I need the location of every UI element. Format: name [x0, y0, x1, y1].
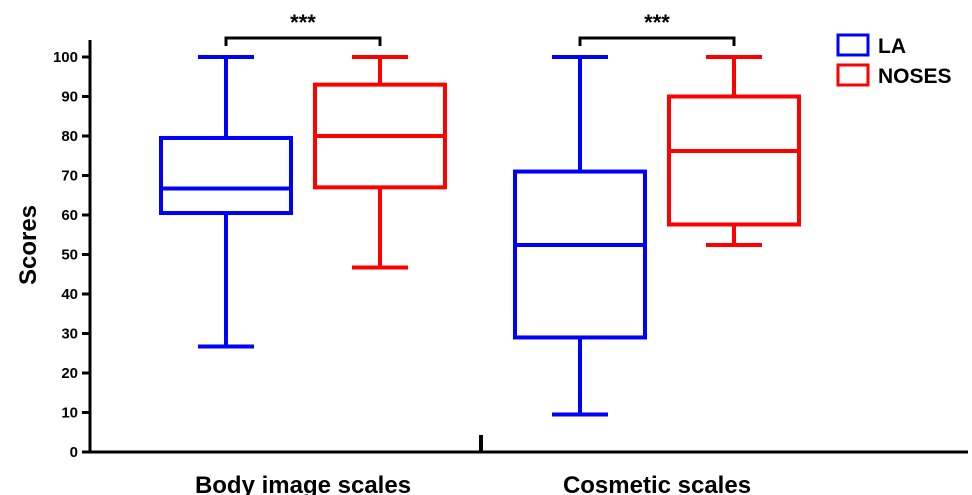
significance-brackets: *** *** — [224, 10, 736, 46]
legend-swatch-noses — [836, 63, 870, 87]
box-iqr — [159, 135, 293, 216]
y-tick-label: 50 — [61, 247, 78, 264]
box-la-cosmetic — [513, 55, 647, 417]
significance-bracket — [578, 36, 736, 46]
y-tick-label: 100 — [53, 49, 78, 66]
y-axis-title: Scores — [15, 205, 42, 285]
box-plots — [159, 55, 801, 417]
y-tick-label: 70 — [61, 168, 78, 185]
y-tick-label: 60 — [61, 207, 78, 224]
legend: LA NOSES — [836, 33, 952, 88]
legend-swatch-la — [836, 33, 870, 57]
category-label-body-image: Body image scales — [195, 472, 411, 495]
y-tick-label: 80 — [61, 128, 78, 145]
box-la-body-image — [159, 55, 293, 349]
significance-marker-body-image: *** — [290, 10, 316, 35]
legend-label-noses: NOSES — [878, 65, 952, 88]
category-label-cosmetic: Cosmetic scales — [563, 472, 751, 495]
box-iqr — [513, 169, 647, 340]
box-noses-cosmetic — [667, 55, 801, 248]
legend-label-la: LA — [878, 35, 906, 58]
significance-bracket — [224, 36, 382, 46]
y-tick-label: 90 — [61, 89, 78, 106]
box-iqr — [667, 94, 801, 227]
significance-marker-cosmetic: *** — [644, 10, 670, 35]
y-tick-label: 30 — [61, 326, 78, 343]
y-tick-label: 0 — [70, 444, 78, 461]
y-axis-ticks: 0 10 20 30 40 50 60 70 80 90 100 — [53, 49, 90, 461]
x-axis-category-labels: Body image scales Cosmetic scales — [195, 472, 751, 495]
box-noses-body-image — [313, 55, 447, 270]
axes — [88, 40, 968, 454]
y-tick-label: 20 — [61, 365, 78, 382]
y-tick-label: 10 — [61, 405, 78, 422]
y-tick-label: 40 — [61, 286, 78, 303]
